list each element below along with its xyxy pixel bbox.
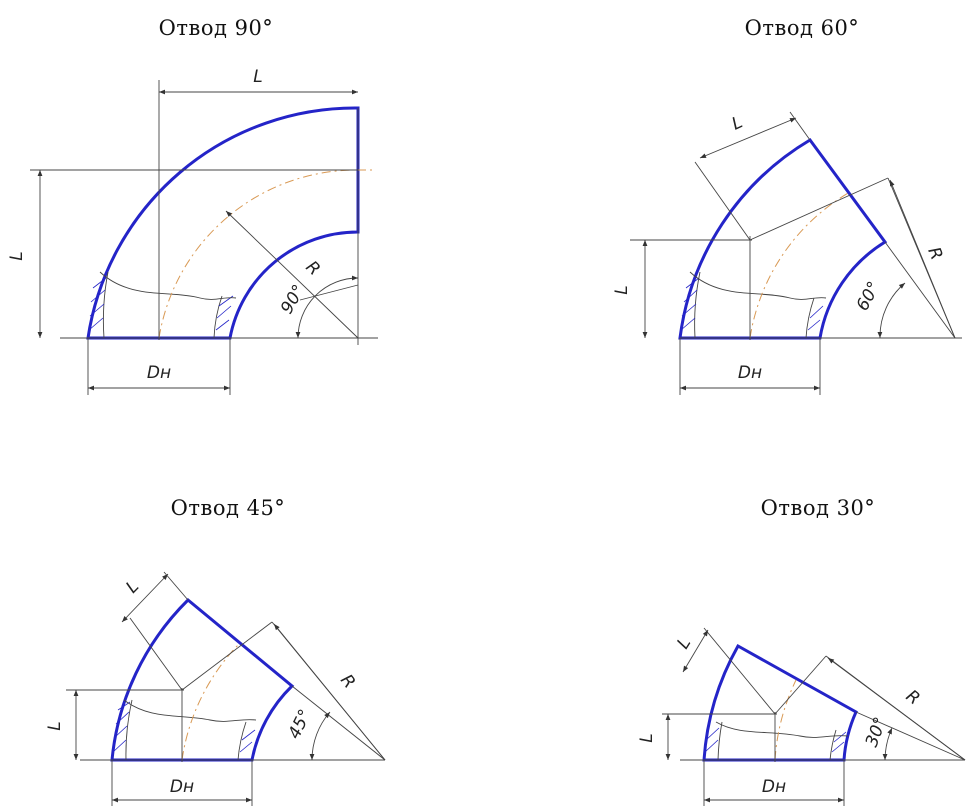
elbow-45-diameter-label: Dн	[170, 777, 194, 797]
elbow-30-centerline	[774, 679, 797, 761]
elbow-60-break-line	[689, 271, 827, 300]
elbow-90-inner-wall-2	[213, 295, 223, 339]
elbow-45-length-dim-slanted	[121, 573, 169, 623]
elbow-30-outline	[702, 643, 858, 762]
elbow-60-length-label-side: L	[612, 285, 632, 294]
elbow-60-radius-dim	[889, 179, 956, 339]
elbow-60-title: Отвод 60°	[745, 16, 860, 40]
elbow-45-drawing: Отвод 45° L L R 45° Dн	[45, 496, 386, 806]
elbow-60-length-label-top: L	[729, 112, 746, 134]
elbow-30-angle-arc	[882, 727, 893, 761]
elbow-30-length-label-top: L	[673, 634, 695, 653]
elbow-30-diameter-label: Dн	[762, 777, 786, 797]
elbow-45-angle-arc	[309, 711, 331, 761]
elbow-90-diameter-label: Dн	[147, 363, 171, 383]
elbow-30-title: Отвод 30°	[761, 496, 876, 520]
elbow-45-radius-label: R	[336, 671, 359, 693]
elbow-45-inner-wall-2	[237, 721, 247, 761]
elbow-30-length-label-side: L	[637, 733, 657, 742]
elbow-60-drawing: Отвод 60° L L R 60° Dн	[612, 16, 962, 395]
elbow-30-radius-label: R	[902, 686, 924, 709]
elbow-45-outline	[110, 597, 295, 762]
elbow-90-length-label-side: L	[7, 251, 27, 260]
elbow-90-break-line	[99, 271, 237, 300]
elbow-90-title: Отвод 90°	[159, 16, 274, 40]
elbow-90-wall-hatching	[88, 277, 234, 331]
elbow-45-title: Отвод 45°	[171, 496, 286, 520]
elbow-60-wall-hatching	[680, 277, 824, 331]
elbow-90-outline	[86, 106, 360, 340]
elbow-30-length-dim-slanted	[682, 629, 709, 673]
elbow-60-diameter-label: Dн	[738, 363, 762, 383]
elbow-30-inner-wall	[717, 721, 723, 761]
elbow-45-radius-dim	[273, 623, 386, 761]
elbow-90-radius-dim	[225, 210, 359, 339]
elbow-30-radius-dim	[827, 657, 966, 761]
elbow-30-drawing: Отвод 30° L L R 30° Dн	[637, 496, 966, 806]
elbow-45-break-line	[123, 699, 257, 722]
elbow-90-radius-label: R	[302, 257, 324, 280]
elbow-45-inner-wall	[125, 699, 133, 761]
elbow-60-length-dim-slanted	[699, 117, 797, 159]
elbow-60-angle-arc	[877, 282, 906, 339]
elbow-30-break-line	[715, 721, 849, 738]
elbow-90-inner-wall	[102, 271, 109, 339]
elbow-60-radius-label: R	[923, 244, 946, 262]
elbow-60-angle-label: 60°	[853, 278, 885, 314]
elbow-90-centerline	[158, 169, 359, 339]
elbow-45-wall-hatching	[112, 701, 256, 753]
elbow-45-length-label-side: L	[45, 721, 65, 730]
elbow-60-outline	[678, 138, 888, 340]
elbow-45-length-label-top: L	[122, 577, 143, 598]
elbow-90-drawing: Отвод 90° L L R 90°	[7, 16, 378, 395]
elbow-30-wall-hatching	[704, 727, 847, 753]
elbow-90-length-label-top: L	[253, 67, 262, 87]
elbow-30-inner-wall-2	[829, 729, 837, 761]
elbow-45-centerline	[181, 642, 241, 761]
elbow-60-centerline	[749, 191, 851, 339]
elbow-45-angle-label: 45°	[285, 706, 316, 742]
